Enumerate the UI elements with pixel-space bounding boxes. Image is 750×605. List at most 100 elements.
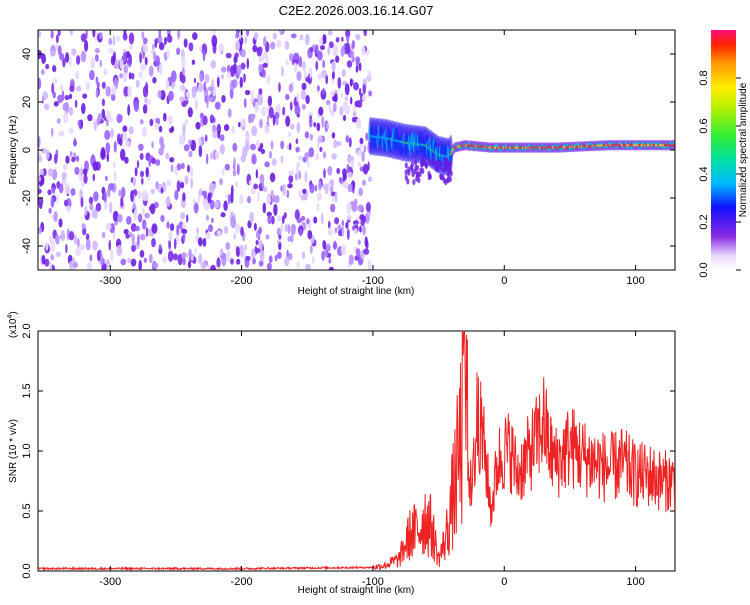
heatmap-cell	[299, 228, 303, 237]
heatmap-cell	[56, 118, 61, 124]
heatmap-cell	[170, 223, 175, 232]
heatmap-cell	[121, 186, 126, 198]
heatmap-cell	[143, 37, 148, 45]
heatmap-cell	[290, 123, 295, 130]
heatmap-cell	[170, 126, 175, 133]
x-tick-label: -300	[99, 576, 121, 588]
heatmap-cell	[152, 77, 157, 84]
heatmap-cell	[422, 159, 426, 166]
heatmap-cell	[341, 69, 346, 78]
heatmap-cell	[358, 87, 362, 96]
heatmap-cell	[55, 251, 62, 257]
heatmap-cell	[346, 35, 350, 43]
heatmap-cell	[277, 239, 280, 245]
heatmap-cell	[335, 37, 340, 43]
heatmap-cell	[138, 260, 142, 270]
heatmap-cell	[327, 45, 331, 56]
heatmap-cell	[192, 32, 198, 40]
heatmap-cell	[71, 48, 77, 56]
heatmap-cell	[196, 227, 200, 234]
heatmap-cell	[249, 211, 254, 223]
heatmap-cell	[317, 73, 323, 80]
heatmap-cell	[123, 228, 129, 235]
heatmap-cell	[259, 142, 264, 149]
heatmap-cell	[94, 47, 100, 54]
heatmap-cell	[120, 148, 126, 161]
heatmap-cell	[133, 100, 140, 113]
heatmap-cell	[267, 215, 272, 225]
heatmap-cell	[442, 177, 446, 184]
heatmap-cell	[245, 143, 250, 152]
heatmap-cell	[283, 212, 287, 219]
heatmap-cell	[225, 52, 232, 59]
heatmap-cell	[113, 170, 117, 183]
heatmap-cell	[59, 53, 65, 61]
heatmap-cell	[187, 164, 190, 173]
heatmap-cell	[334, 227, 338, 234]
heatmap-cell	[188, 248, 192, 259]
x-tick-label: -200	[231, 576, 253, 588]
heatmap-cell	[357, 204, 364, 212]
heatmap-cell	[151, 157, 156, 165]
heatmap-cell	[138, 143, 144, 151]
heatmap-cell	[158, 30, 162, 38]
heatmap-cell	[152, 262, 159, 269]
heatmap-cell	[412, 179, 416, 186]
heatmap-cell	[248, 180, 253, 186]
heatmap-cell	[142, 43, 149, 54]
heatmap-cell	[85, 233, 90, 241]
heatmap-cell	[208, 96, 215, 103]
heatmap-cell	[131, 72, 135, 80]
heatmap-cell	[177, 30, 181, 40]
colorbar-tick-label: 0.6	[698, 118, 710, 133]
heatmap-cell	[69, 151, 73, 158]
heatmap-cell	[221, 95, 226, 103]
heatmap-cell	[230, 185, 234, 196]
heatmap-cell	[368, 90, 372, 97]
heatmap-cell	[63, 111, 68, 124]
heatmap-cell	[250, 90, 254, 103]
heatmap-cell	[80, 33, 87, 42]
heatmap-cell	[355, 248, 361, 257]
heatmap-cell	[92, 173, 96, 182]
heatmap-cell	[165, 195, 171, 208]
heatmap-cell	[122, 125, 128, 132]
heatmap-cell	[79, 244, 85, 251]
heatmap-cell	[274, 112, 280, 119]
heatmap-cell	[257, 190, 260, 202]
heatmap-cell	[101, 98, 105, 107]
heatmap-cell	[260, 148, 266, 155]
heatmap-cell	[75, 85, 82, 92]
heatmap-cell	[344, 96, 348, 102]
heatmap-cell	[199, 112, 204, 119]
heatmap-cell	[252, 257, 256, 265]
heatmap-cell	[288, 142, 292, 151]
heatmap-cell	[407, 166, 411, 173]
heatmap-cell	[247, 220, 252, 229]
heatmap-cell	[148, 205, 154, 212]
heatmap-cell	[271, 215, 275, 225]
heatmap-cell	[134, 167, 138, 177]
heatmap-cell	[166, 221, 170, 229]
heatmap-cell	[108, 183, 115, 191]
heatmap-cell	[38, 30, 42, 38]
heatmap-cell	[345, 42, 351, 55]
heatmap-cell	[131, 233, 135, 246]
heatmap-cell	[144, 212, 151, 219]
heatmap-cell	[306, 218, 310, 225]
heatmap-cell	[92, 30, 96, 38]
heatmap-cell	[262, 186, 268, 193]
heatmap-cell	[229, 87, 234, 100]
heatmap-cell	[205, 232, 211, 240]
heatmap-cell	[75, 70, 79, 80]
heatmap-cell	[204, 134, 208, 142]
heatmap-cell	[250, 143, 256, 151]
heatmap-cell	[348, 171, 353, 178]
heatmap-cell	[220, 74, 225, 80]
heatmap-cell	[45, 241, 49, 251]
heatmap-cell	[224, 163, 230, 171]
heatmap-cell	[301, 251, 306, 259]
heatmap-cell	[334, 191, 338, 203]
heatmap-cell	[341, 225, 345, 237]
heatmap-cell	[124, 140, 131, 147]
